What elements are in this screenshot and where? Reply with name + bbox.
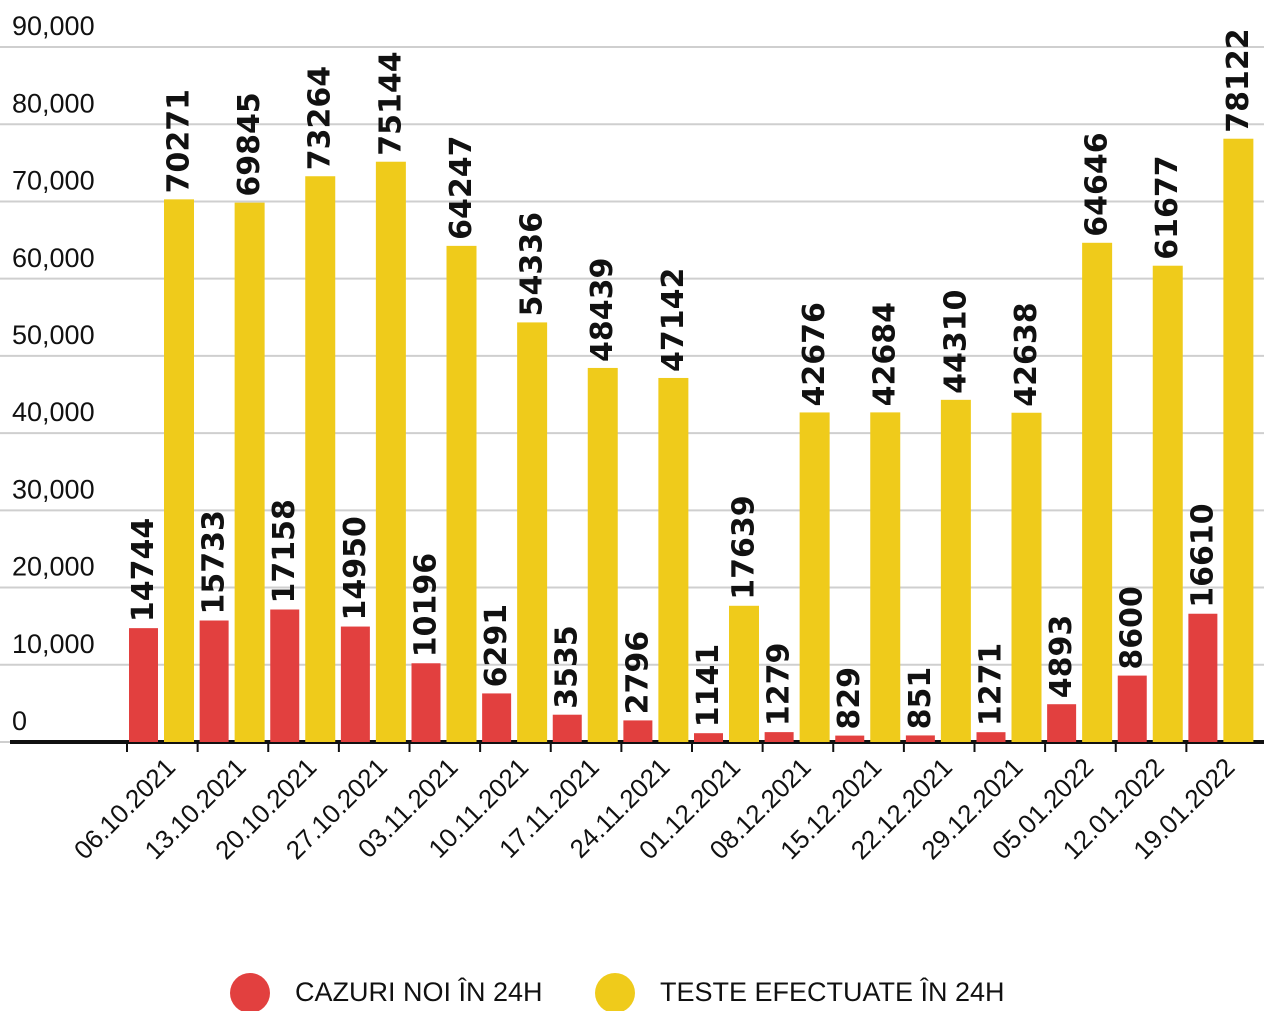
bar: [1152, 265, 1183, 742]
bar: [340, 626, 370, 742]
bar: [164, 199, 194, 743]
value-label: 1141: [691, 644, 726, 728]
bar: [234, 202, 265, 743]
legend-label: TESTE EFECTUATE ÎN 24H: [660, 976, 1005, 1007]
bar: [270, 609, 300, 742]
y-tick-label: 80,000: [12, 88, 95, 118]
bar: [1082, 242, 1113, 742]
value-label: 14744: [126, 518, 161, 622]
value-label: 1271: [974, 643, 1009, 727]
value-label: 78122: [1221, 28, 1256, 132]
bar: [1188, 613, 1218, 742]
bar: [940, 399, 971, 742]
bar: [1117, 675, 1147, 742]
bar: [905, 735, 935, 742]
value-label: 6291: [479, 604, 514, 688]
bar: [482, 693, 512, 742]
value-label: 64247: [444, 135, 479, 239]
y-tick-label: 40,000: [12, 397, 95, 427]
value-label: 4893: [1044, 615, 1079, 699]
y-tick-label: 0: [12, 706, 27, 736]
value-label: 1279: [762, 643, 797, 727]
y-tick-label: 90,000: [12, 11, 95, 41]
value-label: 8600: [1115, 586, 1150, 670]
bar: [129, 628, 158, 742]
legend-label: CAZURI NOI ÎN 24H: [295, 976, 543, 1007]
value-label: 64646: [1080, 132, 1115, 236]
value-label: 851: [903, 667, 938, 730]
bar: [1011, 412, 1042, 742]
bar: [658, 377, 689, 742]
y-tick-label: 60,000: [12, 243, 95, 273]
value-label: 17158: [267, 499, 302, 603]
value-label: 47142: [656, 268, 691, 372]
value-label: 69845: [232, 92, 267, 196]
bar: [799, 412, 830, 742]
bar: [835, 735, 865, 742]
value-label: 42684: [868, 302, 903, 406]
bar: [729, 605, 759, 742]
bar: [375, 161, 406, 743]
bar: [552, 714, 582, 742]
value-label: 3535: [550, 625, 585, 709]
bar: [587, 367, 618, 742]
bar: [764, 732, 794, 742]
y-tick-label: 50,000: [12, 320, 95, 350]
bar: [199, 620, 229, 742]
y-tick-label: 70,000: [12, 166, 95, 196]
bar: [976, 732, 1006, 742]
y-tick-label: 20,000: [12, 552, 95, 582]
bar: [623, 720, 653, 742]
value-label: 829: [832, 667, 867, 730]
value-label: 15733: [197, 510, 232, 614]
value-label: 61677: [1150, 155, 1185, 259]
y-tick-label: 10,000: [12, 629, 95, 659]
bar: [446, 245, 477, 742]
value-label: 75144: [373, 51, 408, 155]
value-label: 16610: [1185, 503, 1220, 607]
value-label: 44310: [938, 289, 973, 393]
value-label: 2796: [620, 631, 655, 715]
bar: [411, 663, 441, 742]
bar: [1223, 138, 1254, 742]
value-label: 73264: [303, 66, 338, 170]
value-label: 48439: [585, 258, 620, 362]
bar: [517, 322, 548, 742]
value-label: 10196: [409, 553, 444, 657]
value-label: 54336: [515, 212, 550, 316]
value-label: 70271: [162, 89, 197, 193]
legend-swatch: [595, 973, 635, 1011]
bar: [694, 733, 723, 742]
bar: [305, 176, 336, 742]
value-label: 14950: [338, 516, 373, 620]
bar: [870, 412, 901, 742]
value-label: 42676: [797, 302, 832, 406]
bar: [1047, 704, 1077, 742]
legend-swatch: [230, 973, 270, 1011]
value-label: 42638: [1009, 302, 1044, 406]
y-tick-label: 30,000: [12, 474, 95, 504]
value-label: 17639: [727, 495, 762, 599]
